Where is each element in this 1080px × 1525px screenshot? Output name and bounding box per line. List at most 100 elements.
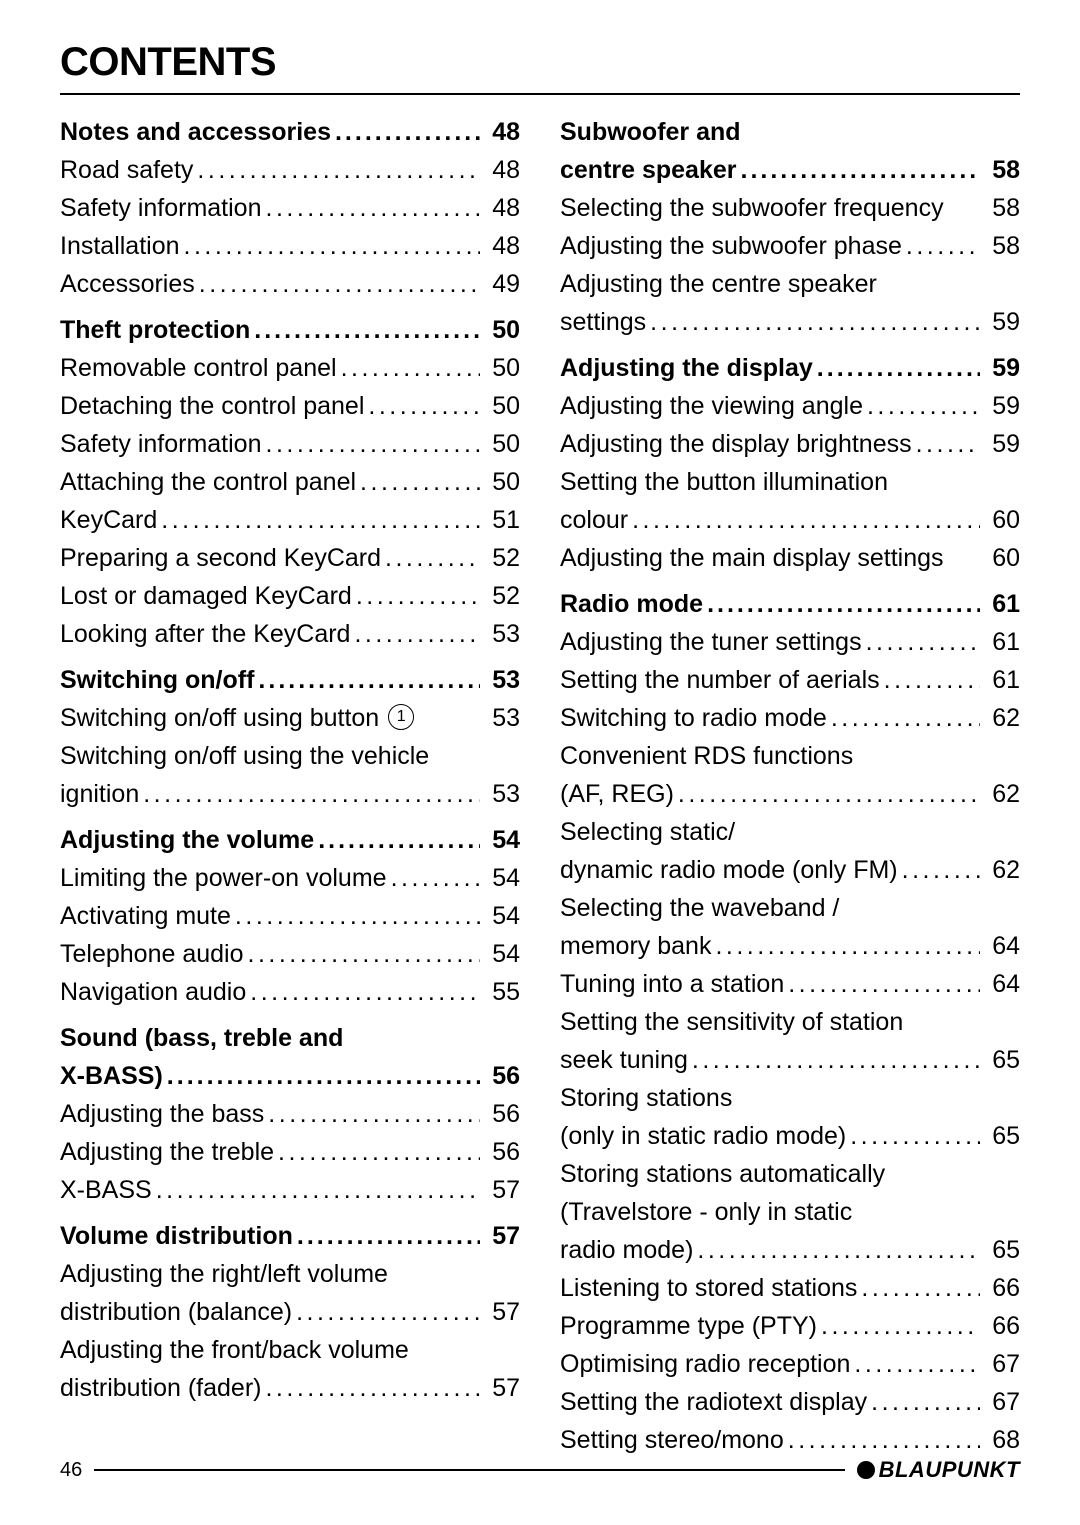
toc-leader-dots: ........................................…	[678, 775, 980, 813]
toc-columns: Notes and accessories...................…	[60, 113, 1020, 1467]
toc-label: (AF, REG)	[560, 775, 674, 813]
toc-leader-dots: ........................................…	[318, 821, 480, 859]
toc-label: seek tuning	[560, 1041, 688, 1079]
toc-label: Setting the button illumination	[560, 463, 888, 501]
toc-label: Selecting the subwoofer frequency	[560, 189, 944, 227]
toc-heading: Notes and accessories...................…	[60, 113, 520, 151]
toc-entry: Limiting the power-on volume............…	[60, 859, 520, 897]
toc-entry: Adjusting the bass......................…	[60, 1095, 520, 1133]
toc-page: 54	[484, 859, 520, 897]
toc-entry: distribution (fader)....................…	[60, 1369, 520, 1407]
toc-leader-dots: ........................................…	[254, 311, 480, 349]
toc-page: 59	[984, 303, 1020, 341]
toc-entry: distribution (balance)..................…	[60, 1293, 520, 1331]
toc-label: Safety information	[60, 425, 262, 463]
toc-page: 50	[484, 463, 520, 501]
toc-label: Storing stations	[560, 1079, 732, 1117]
toc-label: Lost or damaged KeyCard	[60, 577, 352, 615]
toc-leader-dots: ........................................…	[916, 425, 980, 463]
toc-leader-dots: ........................................…	[266, 189, 481, 227]
toc-label: Preparing a second KeyCard	[60, 539, 381, 577]
toc-leader-dots: ........................................…	[296, 1293, 480, 1331]
toc-section: Adjusting the volume....................…	[60, 821, 520, 1011]
toc-entry: Setting the sensitivity of station	[560, 1003, 1020, 1041]
toc-page: 62	[984, 699, 1020, 737]
toc-leader-dots: ........................................…	[697, 1231, 980, 1269]
toc-heading: Adjusting the volume....................…	[60, 821, 520, 859]
toc-heading: X-BASS).................................…	[60, 1057, 520, 1095]
toc-label: Selecting static/	[560, 813, 735, 851]
toc-leader-dots: ........................................…	[650, 303, 980, 341]
toc-section: Volume distribution.....................…	[60, 1217, 520, 1407]
toc-entry: Switching on/off using button 153	[60, 699, 520, 737]
toc-label: Setting stereo/mono	[560, 1421, 784, 1459]
toc-entry: Adjusting the treble....................…	[60, 1133, 520, 1171]
toc-label: centre speaker	[560, 151, 737, 189]
toc-label: Listening to stored stations	[560, 1269, 857, 1307]
toc-leader-dots: ........................................…	[143, 775, 480, 813]
toc-page: 66	[984, 1307, 1020, 1345]
toc-page: 55	[484, 973, 520, 1011]
toc-label: dynamic radio mode (only FM)	[560, 851, 898, 889]
toc-leader-dots: ........................................…	[341, 349, 480, 387]
toc-label: Setting the number of aerials	[560, 661, 880, 699]
toc-section: Sound (bass, treble andX-BASS)..........…	[60, 1019, 520, 1209]
toc-label: ignition	[60, 775, 139, 813]
toc-leader-dots: ........................................…	[167, 1057, 480, 1095]
toc-label: Switching to radio mode	[560, 699, 827, 737]
toc-entry: Setting the button illumination	[560, 463, 1020, 501]
toc-label: Adjusting the front/back volume	[60, 1331, 409, 1369]
toc-page: 58	[984, 189, 1020, 227]
toc-section: Theft protection........................…	[60, 311, 520, 653]
toc-page: 48	[484, 113, 520, 151]
toc-heading: Sound (bass, treble and	[60, 1019, 520, 1057]
toc-section: Adjusting the display...................…	[560, 349, 1020, 577]
toc-label: Limiting the power-on volume	[60, 859, 387, 897]
toc-entry: Setting the radiotext display...........…	[560, 1383, 1020, 1421]
toc-entry: Road safety.............................…	[60, 151, 520, 189]
toc-page: 48	[484, 189, 520, 227]
toc-page: 57	[484, 1293, 520, 1331]
toc-page: 51	[484, 501, 520, 539]
toc-leader-dots: ........................................…	[354, 615, 480, 653]
toc-label: distribution (fader)	[60, 1369, 261, 1407]
toc-page: 54	[484, 935, 520, 973]
toc-page: 50	[484, 311, 520, 349]
toc-label: Attaching the control panel	[60, 463, 356, 501]
toc-label: Sound (bass, treble and	[60, 1019, 343, 1057]
toc-page: 60	[984, 501, 1020, 539]
toc-label: Switching on/off using button 1	[60, 699, 416, 737]
toc-label: Adjusting the treble	[60, 1133, 274, 1171]
toc-leader-dots: ........................................…	[265, 1369, 480, 1407]
toc-leader-dots: ........................................…	[850, 1117, 980, 1155]
toc-entry: Adjusting the centre speaker	[560, 265, 1020, 303]
toc-heading: Switching on/off........................…	[60, 661, 520, 699]
toc-page: 64	[984, 927, 1020, 965]
toc-heading: Volume distribution.....................…	[60, 1217, 520, 1255]
toc-heading: Adjusting the display...................…	[560, 349, 1020, 387]
toc-leader-dots: ........................................…	[902, 851, 980, 889]
toc-leader-dots: ........................................…	[297, 1217, 480, 1255]
toc-entry: Removable control panel.................…	[60, 349, 520, 387]
toc-right-column: Subwoofer andcentre speaker.............…	[560, 113, 1020, 1467]
toc-heading: Theft protection........................…	[60, 311, 520, 349]
toc-leader-dots: ........................................…	[266, 425, 481, 463]
toc-leader-dots: ........................................…	[741, 151, 980, 189]
footer-rule	[94, 1469, 844, 1471]
toc-page: 54	[484, 897, 520, 935]
toc-entry: Navigation audio........................…	[60, 973, 520, 1011]
toc-entry: X-BASS..................................…	[60, 1171, 520, 1209]
toc-label: Adjusting the viewing angle	[560, 387, 863, 425]
toc-entry: Switching on/off using the vehicle	[60, 737, 520, 775]
toc-entry: Selecting the waveband /	[560, 889, 1020, 927]
toc-page: 56	[484, 1133, 520, 1171]
toc-page: 54	[484, 821, 520, 859]
toc-page: 49	[484, 265, 520, 303]
toc-leader-dots: ........................................…	[368, 387, 480, 425]
brand-text: BLAUPUNKT	[879, 1457, 1020, 1483]
toc-entry: Adjusting the tuner settings............…	[560, 623, 1020, 661]
toc-leader-dots: ........................................…	[197, 151, 480, 189]
toc-page: 68	[984, 1421, 1020, 1459]
toc-entry: Safety information......................…	[60, 189, 520, 227]
toc-section: Radio mode..............................…	[560, 585, 1020, 1459]
